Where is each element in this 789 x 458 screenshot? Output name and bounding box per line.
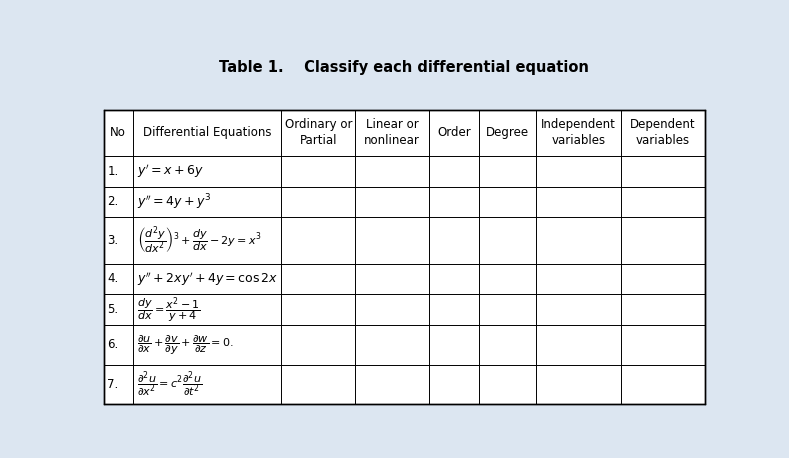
Text: $\dfrac{dy}{dx} = \dfrac{x^2 - 1}{y + 4}$: $\dfrac{dy}{dx} = \dfrac{x^2 - 1}{y + 4}… [136,295,200,325]
Text: 1.: 1. [107,165,118,178]
Text: Independent
variables: Independent variables [541,118,616,147]
Text: Ordinary or
Partial: Ordinary or Partial [285,118,352,147]
Text: Dependent
variables: Dependent variables [630,118,696,147]
Text: No: No [110,126,126,139]
Text: Differential Equations: Differential Equations [143,126,271,139]
Text: 3.: 3. [107,234,118,247]
Text: Linear or
nonlinear: Linear or nonlinear [365,118,421,147]
Text: 6.: 6. [107,338,118,351]
Text: $y'' = 4y + y^3$: $y'' = 4y + y^3$ [136,192,211,212]
Text: $\dfrac{\partial u}{\partial x} + \dfrac{\partial v}{\partial y} + \dfrac{\parti: $\dfrac{\partial u}{\partial x} + \dfrac… [136,333,234,357]
Text: 7.: 7. [107,378,118,391]
Text: Degree: Degree [486,126,529,139]
Text: 4.: 4. [107,273,118,285]
Text: 5.: 5. [107,303,118,316]
Bar [103,109,705,404]
Text: Order: Order [437,126,471,139]
Text: $\dfrac{\partial^2 u}{\partial x^2} = c^2 \dfrac{\partial^2 u}{\partial t^2}$: $\dfrac{\partial^2 u}{\partial x^2} = c^… [136,370,202,399]
Text: $\left(\dfrac{d^2y}{dx^2}\right)^3 + \dfrac{dy}{dx} - 2y = x^3$: $\left(\dfrac{d^2y}{dx^2}\right)^3 + \df… [136,224,261,256]
Text: $y' = x + 6y$: $y' = x + 6y$ [136,163,204,180]
Text: 2.: 2. [107,196,118,208]
Text: $y'' + 2xy' + 4y = \cos 2x$: $y'' + 2xy' + 4y = \cos 2x$ [136,270,279,288]
Text: Table 1.    Classify each differential equation: Table 1. Classify each differential equa… [219,60,589,75]
